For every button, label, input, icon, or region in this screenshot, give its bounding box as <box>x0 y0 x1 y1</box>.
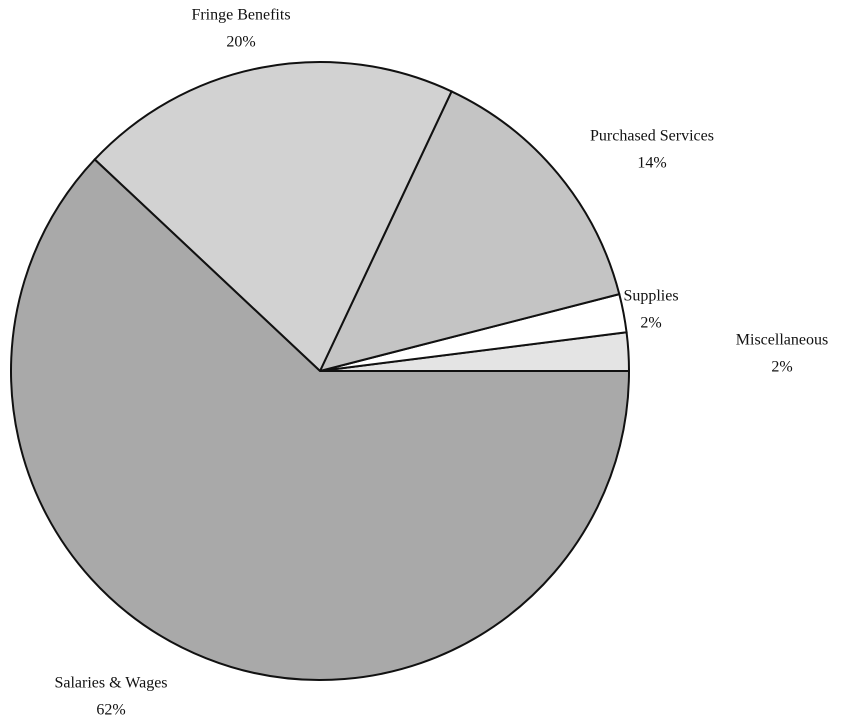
pie-slice <box>10 158 631 681</box>
slice-label: Fringe Benefits <box>191 7 290 24</box>
slice-label: Supplies <box>623 288 678 305</box>
pie-slice <box>93 61 453 373</box>
pie-slice <box>318 90 621 373</box>
slice-value-label: 14% <box>637 155 666 172</box>
slice-value-label: 62% <box>96 702 125 719</box>
slice-label: Miscellaneous <box>736 332 828 349</box>
slice-value-label: 2% <box>771 359 792 376</box>
slice-value-label: 2% <box>640 315 661 332</box>
slice-label: Purchased Services <box>590 128 714 145</box>
slice-label: Salaries & Wages <box>54 675 167 692</box>
slice-value-label: 20% <box>226 34 255 51</box>
